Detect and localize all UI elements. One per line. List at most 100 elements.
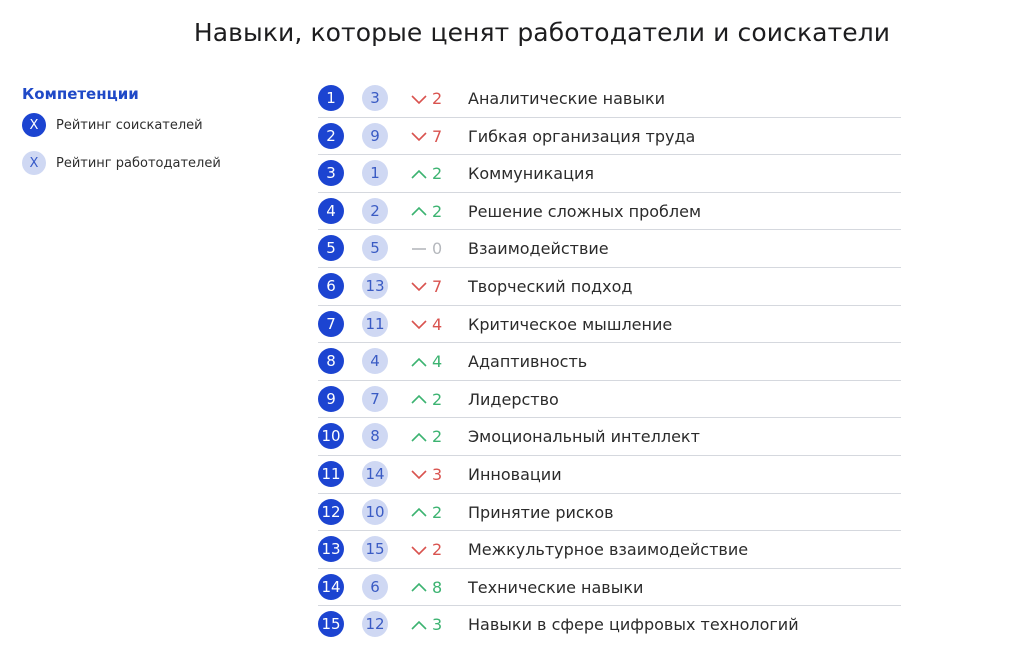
seeker-rank-badge: 4	[318, 197, 344, 224]
seeker-rank-badge: 3	[318, 160, 344, 187]
rank-change: 0	[411, 230, 442, 267]
table-row: 1 3 2 Аналитические навыки	[318, 80, 901, 118]
seeker-rank-badge: 15	[318, 611, 344, 638]
table-row: 2 9 7 Гибкая организация труда	[318, 118, 901, 156]
table-row: 4 2 2 Решение сложных проблем	[318, 193, 901, 231]
employer-rank-badge: 13	[362, 272, 388, 299]
employer-rank-badge: 14	[362, 460, 388, 487]
employer-rank-badge: 10	[362, 498, 388, 525]
legend: Компетенции X Рейтинг соискателей X Рейт…	[22, 85, 282, 188]
seeker-rank-badge: 14	[318, 573, 344, 600]
rank-change-value: 2	[432, 502, 443, 522]
employer-rank-badge: 6	[362, 573, 388, 600]
skill-label: Творческий подход	[468, 276, 633, 296]
rank-change: 2	[411, 155, 442, 192]
table-row: 6 13 7 Творческий подход	[318, 268, 901, 306]
seeker-rank-badge: 12	[318, 498, 344, 525]
legend-employers-marker: X	[22, 151, 46, 175]
rank-change-value: 4	[432, 314, 443, 334]
employer-rank-badge: 15	[362, 536, 388, 563]
table-row: 7 11 4 Критическое мышление	[318, 306, 901, 344]
skill-label: Адаптивность	[468, 352, 588, 372]
employer-rank-badge: 5	[362, 235, 388, 262]
skill-label: Технические навыки	[468, 577, 644, 597]
rank-change: 2	[411, 381, 442, 418]
legend-seekers-marker: X	[22, 113, 46, 137]
rank-change: 2	[411, 80, 442, 117]
employer-rank-badge: 3	[362, 85, 388, 111]
rank-change: 7	[411, 268, 442, 305]
legend-seekers-label: Рейтинг соискателей	[56, 117, 203, 133]
seeker-rank-badge: 2	[318, 122, 344, 149]
table-row: 15 12 3 Навыки в сфере цифровых технологий	[318, 606, 901, 644]
employer-rank-badge: 7	[362, 385, 388, 412]
rank-change-value: 8	[432, 577, 443, 597]
skill-label: Эмоциональный интеллект	[468, 427, 700, 447]
rank-change-value: 3	[432, 615, 443, 635]
seeker-rank-badge: 13	[318, 536, 344, 563]
rank-change: 7	[411, 118, 442, 155]
table-row: 5 5 0 Взаимодействие	[318, 230, 901, 268]
legend-heading: Компетенции	[22, 85, 139, 103]
rank-change: 2	[411, 418, 442, 455]
rank-change-value: 2	[432, 164, 443, 184]
rank-change-value: 2	[432, 201, 443, 221]
rank-change-value: 2	[432, 427, 443, 447]
rank-change: 3	[411, 606, 442, 643]
employer-rank-badge: 8	[362, 423, 388, 450]
rank-change-value: 7	[432, 126, 443, 146]
seeker-rank-badge: 7	[318, 310, 344, 337]
legend-item-employers: X Рейтинг работодателей	[22, 150, 282, 176]
table-row: 13 15 2 Межкультурное взаимодействие	[318, 531, 901, 569]
skill-label: Аналитические навыки	[468, 89, 666, 108]
seeker-rank-badge: 10	[318, 423, 344, 450]
skill-label: Лидерство	[468, 389, 559, 409]
employer-rank-badge: 11	[362, 310, 388, 337]
table-row: 8 4 4 Адаптивность	[318, 343, 901, 381]
rank-change: 2	[411, 193, 442, 230]
rank-change: 2	[411, 494, 442, 531]
rank-change-value: 3	[432, 464, 443, 484]
seeker-rank-badge: 11	[318, 460, 344, 487]
chevron-down-icon	[411, 94, 427, 104]
rank-change: 3	[411, 456, 442, 493]
table-row: 3 1 2 Коммуникация	[318, 155, 901, 193]
chevron-up-icon	[411, 620, 427, 630]
employer-rank-badge: 9	[362, 122, 388, 149]
rank-change: 4	[411, 343, 442, 380]
skill-label: Решение сложных проблем	[468, 201, 702, 221]
table-row: 11 14 3 Инновации	[318, 456, 901, 494]
chevron-up-icon	[411, 357, 427, 367]
rank-change: 2	[411, 531, 442, 568]
rank-change-value: 4	[432, 352, 443, 372]
skill-label: Коммуникация	[468, 164, 594, 184]
dash-icon	[412, 248, 426, 250]
seeker-rank-badge: 1	[318, 85, 344, 111]
seeker-rank-badge: 8	[318, 348, 344, 375]
chevron-up-icon	[411, 395, 427, 404]
table-row: 14 6 8 Технические навыки	[318, 569, 901, 607]
rank-change-value: 2	[432, 540, 443, 560]
table-row: 12 10 2 Принятие рисков	[318, 494, 901, 532]
chevron-down-icon	[411, 546, 427, 555]
employer-rank-badge: 12	[362, 611, 388, 638]
chevron-up-icon	[411, 507, 427, 517]
ranking-table: 1 3 2 Аналитические навыки 2 9 7 Гибкая организ…	[318, 80, 901, 644]
skill-label: Критическое мышление	[468, 314, 673, 334]
employer-rank-badge: 1	[362, 160, 388, 187]
page-title: Навыки, которые ценят работодатели и сои…	[193, 18, 891, 47]
rank-change-value: 0	[432, 239, 443, 259]
skill-label: Навыки в сфере цифровых технологий	[468, 615, 799, 635]
chevron-up-icon	[411, 207, 427, 216]
legend-item-seekers: X Рейтинг соискателей	[22, 112, 282, 138]
chevron-up-icon	[411, 169, 427, 179]
employer-rank-badge: 2	[362, 197, 388, 224]
skill-label: Межкультурное взаимодействие	[468, 540, 749, 560]
employer-rank-badge: 4	[362, 348, 388, 375]
table-row: 9 7 2 Лидерство	[318, 381, 901, 419]
rank-change: 4	[411, 306, 442, 343]
rank-change-value: 7	[432, 276, 443, 296]
seeker-rank-badge: 9	[318, 385, 344, 412]
rank-change-value: 2	[432, 89, 443, 108]
